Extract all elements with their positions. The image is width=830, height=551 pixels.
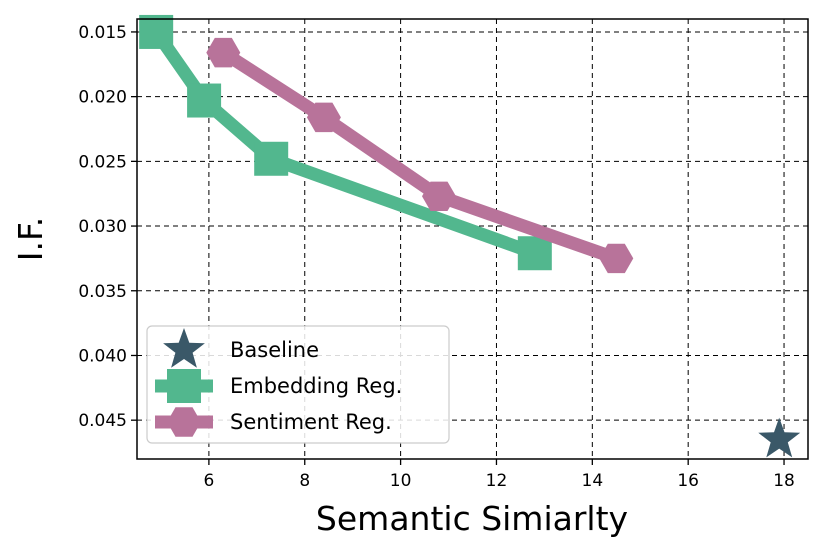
series-line-hexagon	[219, 47, 619, 265]
legend: Baseline Embedding Reg. Sentiment Reg.	[146, 325, 450, 444]
legend-label: Sentiment Reg.	[230, 410, 392, 434]
data-point-star	[758, 417, 801, 458]
data-point-square	[139, 14, 174, 49]
legend-marker-square	[167, 369, 201, 403]
data-point-hexagon	[422, 181, 456, 211]
x-tick-label: 12	[486, 471, 508, 491]
legend-label: Baseline	[230, 338, 319, 362]
y-tick-label: 0.015	[78, 23, 127, 43]
y-axis-label: I.F.	[11, 217, 50, 261]
series-line-square	[150, 28, 537, 260]
x-tick-label: 10	[390, 471, 412, 491]
series-layer	[139, 14, 801, 458]
data-point-square	[187, 83, 222, 118]
x-tick-label: 16	[677, 471, 699, 491]
data-point-square	[517, 236, 552, 271]
data-point-hexagon	[306, 102, 341, 133]
data-point-square	[254, 141, 289, 176]
legend-box	[146, 325, 450, 444]
x-axis-label: Semantic Simiarlty	[316, 499, 628, 538]
data-point-hexagon	[599, 243, 634, 274]
y-tick-label: 0.045	[78, 411, 127, 431]
y-tick-label: 0.035	[78, 282, 127, 302]
x-tick-label: 18	[773, 471, 795, 491]
x-tick-label: 8	[299, 471, 310, 491]
legend-marker-star	[163, 328, 205, 368]
y-tick-label: 0.030	[78, 217, 127, 237]
plot-frame	[136, 18, 809, 460]
y-tick-label: 0.040	[78, 346, 127, 366]
ticks: 6 8 10 12 14 16 18 0.015 0.020 0.025 0.030 0.035 0.0…	[78, 23, 795, 491]
y-tick-label: 0.025	[78, 152, 127, 172]
legend-marker-hexagon	[167, 407, 201, 437]
data-point-hexagon	[206, 37, 241, 68]
y-tick-label: 0.020	[78, 88, 127, 108]
legend-label: Embedding Reg.	[230, 374, 402, 398]
x-tick-label: 6	[203, 471, 214, 491]
x-tick-label: 14	[582, 471, 604, 491]
